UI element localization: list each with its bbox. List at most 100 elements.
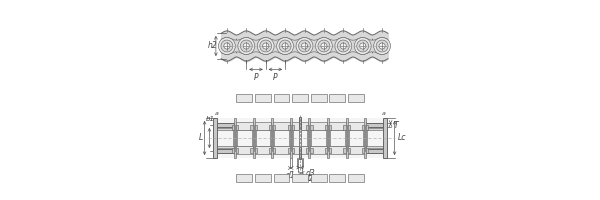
Bar xyxy=(234,146,254,154)
Bar xyxy=(308,118,310,158)
Circle shape xyxy=(301,43,308,49)
Bar xyxy=(251,130,256,146)
Bar xyxy=(214,146,386,148)
Bar xyxy=(255,174,271,182)
Bar xyxy=(343,125,350,130)
Bar xyxy=(362,148,368,153)
Circle shape xyxy=(299,40,310,52)
Bar xyxy=(329,94,345,102)
Bar xyxy=(383,118,387,158)
Bar xyxy=(250,148,257,153)
Bar xyxy=(269,125,275,130)
Bar xyxy=(308,146,329,154)
Circle shape xyxy=(357,40,368,52)
Circle shape xyxy=(335,38,352,54)
Bar xyxy=(213,149,387,153)
Bar xyxy=(306,148,313,153)
Text: P: P xyxy=(273,73,278,82)
Bar xyxy=(287,148,294,153)
Bar xyxy=(299,117,301,159)
Text: T: T xyxy=(394,120,398,130)
Text: P: P xyxy=(254,73,259,82)
Circle shape xyxy=(260,40,272,52)
Bar xyxy=(290,146,310,154)
Bar xyxy=(233,130,237,146)
Bar xyxy=(269,148,275,153)
Bar xyxy=(326,130,330,146)
Circle shape xyxy=(238,38,255,54)
Bar xyxy=(346,118,347,158)
Bar xyxy=(271,118,273,158)
Bar xyxy=(290,122,310,130)
Bar xyxy=(271,146,292,154)
Circle shape xyxy=(282,43,288,49)
Text: a: a xyxy=(215,111,219,116)
Text: d1: d1 xyxy=(286,171,296,180)
Bar xyxy=(362,125,368,130)
Circle shape xyxy=(354,38,371,54)
Bar xyxy=(299,129,301,147)
Text: d3: d3 xyxy=(306,169,316,178)
Text: L: L xyxy=(199,134,203,142)
Circle shape xyxy=(257,38,274,54)
Bar xyxy=(234,122,254,130)
Circle shape xyxy=(263,43,269,49)
Bar xyxy=(329,174,345,182)
Circle shape xyxy=(218,38,235,54)
Circle shape xyxy=(316,38,332,54)
Text: h2: h2 xyxy=(208,42,218,50)
Circle shape xyxy=(359,43,366,49)
Circle shape xyxy=(374,38,391,54)
Circle shape xyxy=(224,43,230,49)
Circle shape xyxy=(241,40,252,52)
Bar xyxy=(236,174,252,182)
Bar xyxy=(327,118,329,158)
Bar xyxy=(327,122,347,130)
Bar xyxy=(364,118,366,158)
Text: d2: d2 xyxy=(305,174,315,183)
Bar xyxy=(253,146,273,154)
Circle shape xyxy=(376,40,388,52)
Circle shape xyxy=(243,43,250,49)
Bar xyxy=(348,94,364,102)
Bar xyxy=(327,146,347,154)
Bar xyxy=(250,125,257,130)
Text: b1: b1 xyxy=(206,116,215,122)
Bar xyxy=(343,148,350,153)
Bar xyxy=(255,94,271,102)
Bar xyxy=(234,118,236,158)
Circle shape xyxy=(277,38,293,54)
Circle shape xyxy=(340,43,346,49)
Circle shape xyxy=(318,40,330,52)
Bar xyxy=(292,94,308,102)
Circle shape xyxy=(279,40,291,52)
Bar xyxy=(253,122,273,130)
Circle shape xyxy=(321,43,327,49)
Bar xyxy=(253,118,254,158)
Bar xyxy=(325,125,331,130)
Circle shape xyxy=(296,38,313,54)
Bar xyxy=(213,118,387,158)
Bar xyxy=(363,130,367,146)
Bar xyxy=(308,122,329,130)
Bar xyxy=(307,130,311,146)
Text: Lc: Lc xyxy=(398,134,406,142)
Bar xyxy=(348,174,364,182)
Bar xyxy=(306,125,313,130)
Circle shape xyxy=(379,43,385,49)
Bar xyxy=(346,146,366,154)
Bar xyxy=(213,118,217,158)
Bar xyxy=(236,94,252,102)
Circle shape xyxy=(337,40,349,52)
Bar xyxy=(346,122,366,130)
Bar xyxy=(292,174,308,182)
Bar xyxy=(274,94,289,102)
Bar xyxy=(311,94,326,102)
Bar xyxy=(289,130,293,146)
Bar xyxy=(213,123,387,127)
Bar xyxy=(274,174,289,182)
Bar xyxy=(311,174,326,182)
Bar xyxy=(290,118,292,158)
Bar xyxy=(325,148,331,153)
Bar xyxy=(232,148,238,153)
